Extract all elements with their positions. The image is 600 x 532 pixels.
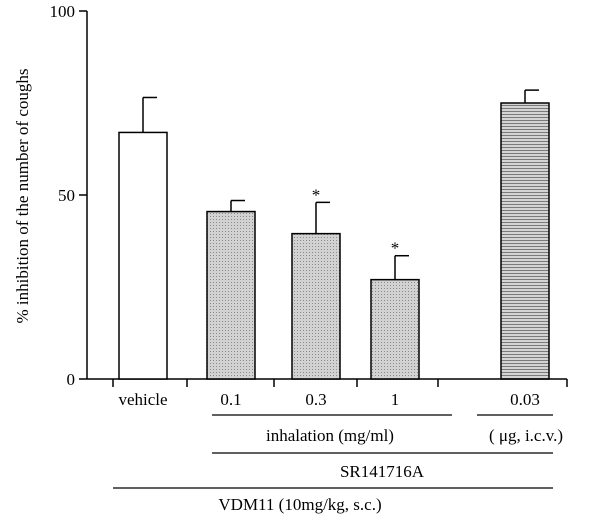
bar-0.3 bbox=[291, 232, 341, 380]
bar-0.03 bbox=[500, 102, 550, 380]
x-tick-label-0.3: 0.3 bbox=[305, 390, 326, 409]
bar-vehicle bbox=[118, 131, 168, 380]
y-tick-label-0: 0 bbox=[67, 370, 76, 389]
significance-marker-0.3: * bbox=[312, 185, 321, 204]
y-axis-label: % inhibition of the number of coughs bbox=[13, 69, 32, 324]
inhalation-group-label: inhalation (mg/ml) bbox=[266, 426, 394, 445]
x-tick-label-0.1: 0.1 bbox=[220, 390, 241, 409]
icv-group-label: ( μg, i.c.v.) bbox=[489, 426, 563, 445]
significance-marker-1: * bbox=[391, 239, 400, 258]
x-tick-label-vehicle: vehicle bbox=[118, 390, 167, 409]
vdm-group-label: VDM11 (10mg/kg, s.c.) bbox=[218, 495, 381, 514]
x-tick-label-1: 1 bbox=[391, 390, 400, 409]
bar-1 bbox=[370, 278, 420, 380]
bars: ** bbox=[118, 89, 550, 380]
x-tick-label-0.03: 0.03 bbox=[510, 390, 540, 409]
bar-0.1 bbox=[206, 210, 256, 380]
y-tick-label-100: 100 bbox=[50, 2, 76, 21]
sr-group-label: SR141716A bbox=[340, 462, 425, 481]
y-tick-label-50: 50 bbox=[58, 186, 75, 205]
